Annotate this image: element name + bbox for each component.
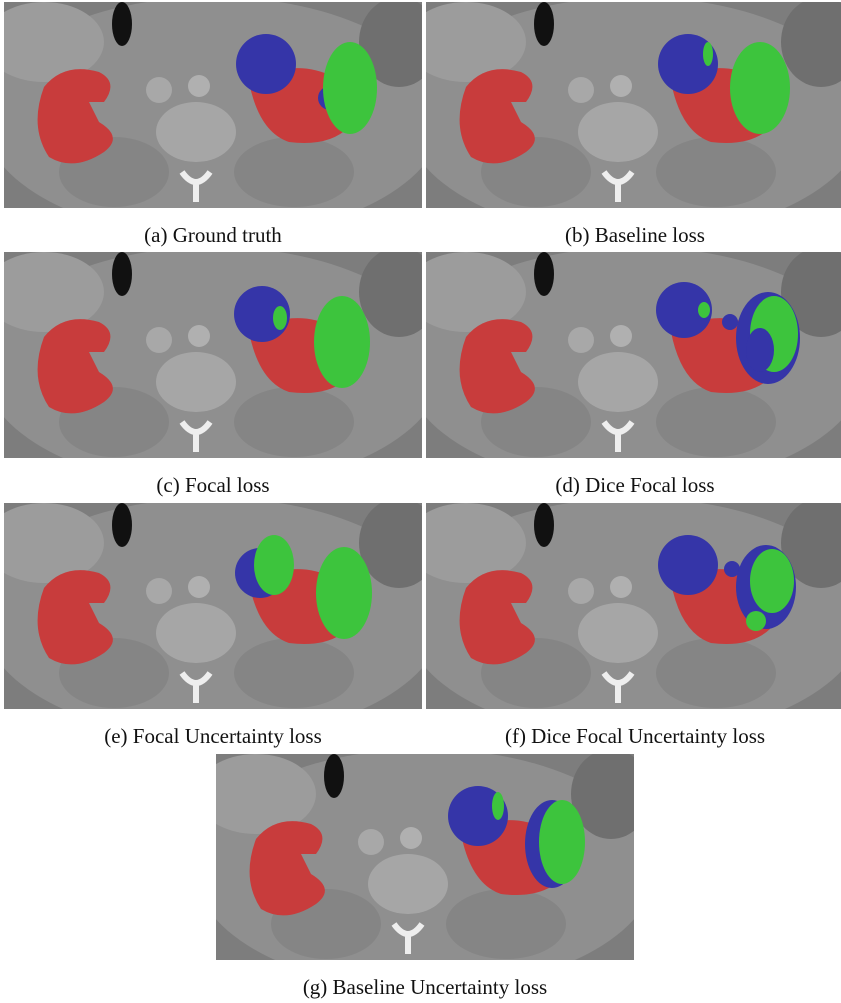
vertebral-body — [368, 854, 448, 914]
vessel — [188, 75, 210, 97]
muscle — [234, 387, 354, 457]
segmentation — [746, 611, 766, 631]
ct-slice — [4, 2, 422, 208]
segmentation — [750, 549, 794, 613]
panel: (b) Baseline loss — [426, 2, 841, 208]
segmentation — [316, 547, 372, 639]
air-pocket — [534, 252, 554, 296]
segmentation — [730, 42, 790, 134]
segmentation — [236, 34, 296, 94]
ct-slice — [4, 503, 422, 709]
vessel — [188, 576, 210, 598]
panel: (c) Focal loss — [4, 252, 422, 458]
segmentation — [323, 42, 377, 134]
segmentation — [698, 302, 710, 318]
vessel — [610, 75, 632, 97]
segmentation — [254, 535, 294, 595]
panel: (g) Baseline Uncertainty loss — [216, 754, 634, 960]
muscle — [656, 387, 776, 457]
aorta — [358, 829, 384, 855]
air-pocket — [534, 503, 554, 547]
segmentation — [703, 42, 713, 66]
caption: (g) Baseline Uncertainty loss — [176, 975, 674, 1000]
segmentation — [314, 296, 370, 388]
panel: (d) Dice Focal loss — [426, 252, 841, 458]
ct-slice — [216, 754, 634, 960]
vertebral-body — [156, 102, 236, 162]
page: (a) Ground truth(b) Baseline loss(c) Foc… — [0, 0, 841, 1003]
aorta — [146, 578, 172, 604]
ct-slice — [426, 2, 841, 208]
muscle — [234, 137, 354, 207]
air-pocket — [112, 2, 132, 46]
vertebral-body — [578, 102, 658, 162]
panel: (e) Focal Uncertainty loss — [4, 503, 422, 709]
panel: (f) Dice Focal Uncertainty loss — [426, 503, 841, 709]
aorta — [568, 77, 594, 103]
ct-slice — [4, 252, 422, 458]
caption: (f) Dice Focal Uncertainty loss — [386, 724, 841, 749]
muscle — [656, 638, 776, 708]
air-pocket — [324, 754, 344, 798]
vessel — [610, 576, 632, 598]
vertebral-body — [578, 603, 658, 663]
caption: (d) Dice Focal loss — [386, 473, 841, 498]
segmentation — [492, 792, 504, 820]
aorta — [568, 327, 594, 353]
segmentation — [722, 314, 738, 330]
aorta — [568, 578, 594, 604]
vessel — [610, 325, 632, 347]
ct-slice — [426, 503, 841, 709]
air-pocket — [112, 252, 132, 296]
vessel — [188, 325, 210, 347]
air-pocket — [534, 2, 554, 46]
vertebral-body — [156, 603, 236, 663]
caption: (b) Baseline loss — [386, 223, 841, 248]
panel: (a) Ground truth — [4, 2, 422, 208]
segmentation — [746, 328, 774, 372]
vessel — [400, 827, 422, 849]
muscle — [656, 137, 776, 207]
aorta — [146, 77, 172, 103]
vertebral-body — [156, 352, 236, 412]
segmentation — [658, 535, 718, 595]
segmentation — [273, 306, 287, 330]
segmentation — [539, 800, 585, 884]
muscle — [234, 638, 354, 708]
aorta — [146, 327, 172, 353]
vertebral-body — [578, 352, 658, 412]
ct-slice — [426, 252, 841, 458]
air-pocket — [112, 503, 132, 547]
muscle — [446, 889, 566, 959]
